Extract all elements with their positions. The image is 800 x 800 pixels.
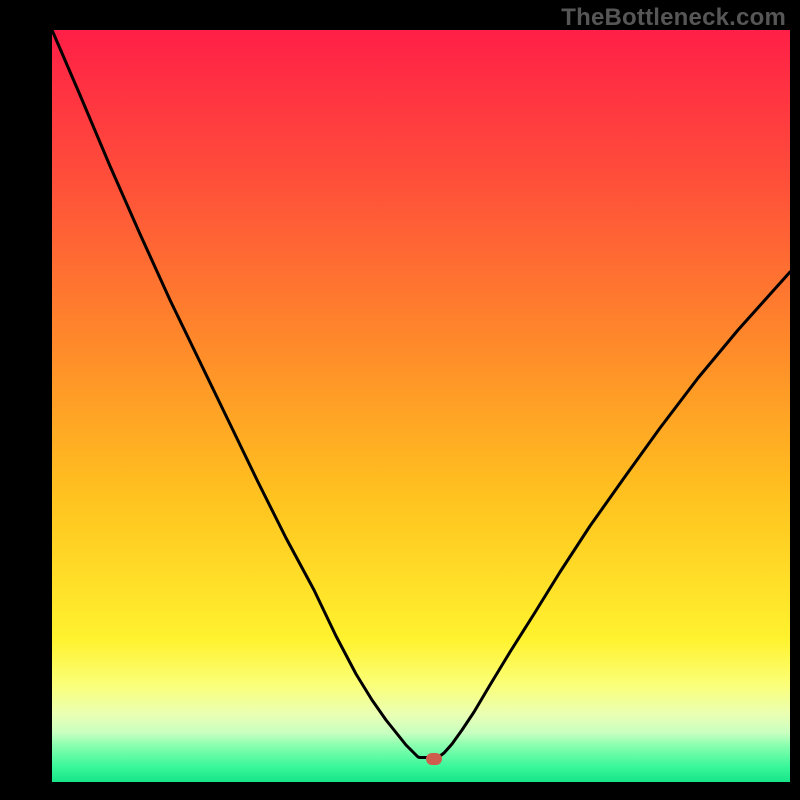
curve-path [52, 30, 790, 758]
chart-frame: TheBottleneck.com [0, 0, 800, 800]
bottleneck-curve [0, 0, 800, 800]
minimum-marker [426, 753, 442, 765]
